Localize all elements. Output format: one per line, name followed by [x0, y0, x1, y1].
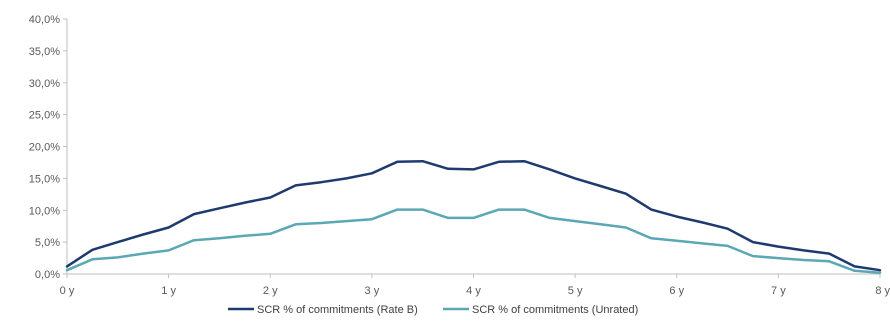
y-tick-label: 40,0%: [29, 14, 60, 26]
y-axis: 0,0% 5,0% 10,0% 15,0% 20,0% 25,0% 30,0% 35,0% 40…: [29, 14, 68, 281]
x-tick-label: 3 y: [365, 285, 380, 297]
y-tick-label: 10,0%: [29, 205, 60, 217]
y-tick-label: 35,0%: [29, 46, 60, 58]
x-tick-label: 6 y: [669, 285, 684, 297]
series-line-1: [65, 159, 882, 272]
x-tick-label: 7 y: [771, 285, 786, 297]
y-tick-label: 0,0%: [35, 269, 60, 281]
x-tick-label: 4 y: [466, 285, 481, 297]
x-axis: 0 y 1 y 2 y 3 y 4 y 5 y 6 y 7 y 8 y: [60, 273, 890, 297]
legend: SCR % of commitments (Rate B) SCR % of co…: [228, 304, 638, 316]
legend-label-1: SCR % of commitments (Rate B): [257, 304, 418, 316]
y-tick-label: 30,0%: [29, 78, 60, 90]
y-tick-label: 5,0%: [35, 237, 60, 249]
x-tick-label: 1 y: [161, 285, 176, 297]
series-line-2: [65, 208, 882, 274]
x-tick-label: 5 y: [568, 285, 583, 297]
y-tick-label: 25,0%: [29, 110, 60, 122]
x-tick-label: 8 y: [875, 285, 890, 297]
plot-area: [65, 159, 882, 274]
y-tick-label: 15,0%: [29, 173, 60, 185]
y-tick-label: 20,0%: [29, 142, 60, 154]
x-tick-label: 0 y: [60, 285, 75, 297]
legend-label-2: SCR % of commitments (Unrated): [472, 304, 638, 316]
x-tick-label: 2 y: [263, 285, 278, 297]
